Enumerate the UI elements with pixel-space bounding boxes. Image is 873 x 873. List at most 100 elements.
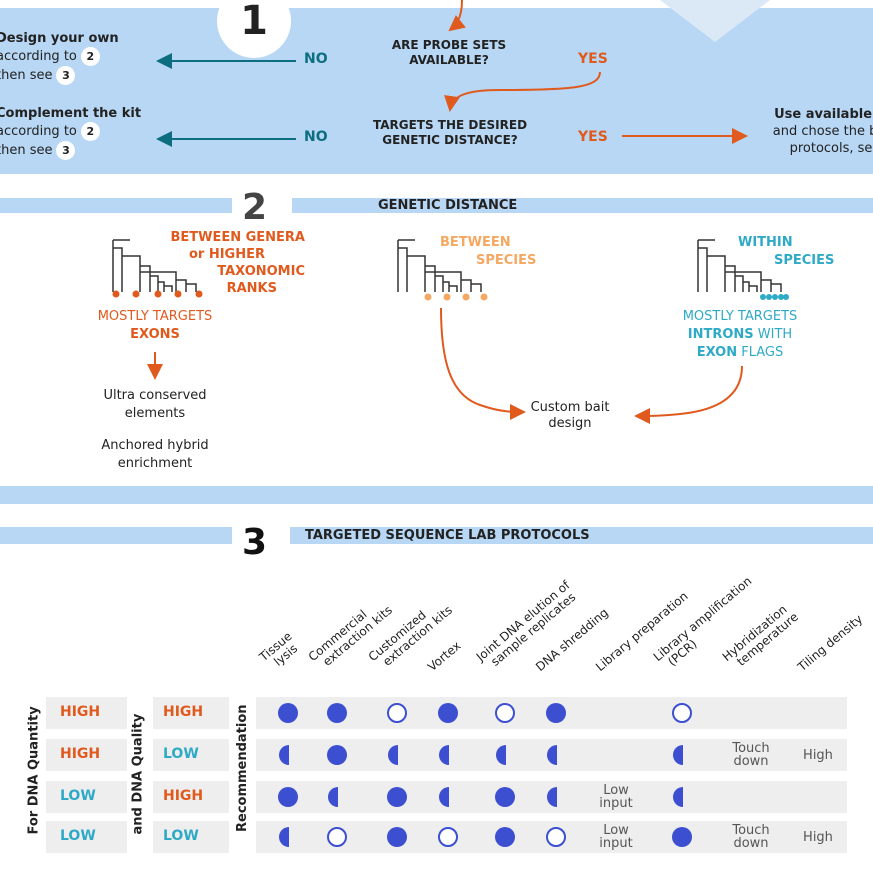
right-line3: protocols, see: [789, 141, 873, 156]
left1-ref3-badge: 3: [56, 66, 76, 85]
within-line1: WITHIN: [738, 235, 793, 250]
arrow-yes-to-q2: [444, 71, 601, 112]
tree-within-icon: [697, 239, 782, 292]
half-dot: [328, 787, 338, 807]
introns-line3: EXON FLAGS: [660, 344, 820, 362]
arrow-species-to-custom: [440, 307, 526, 420]
arrow-within-to-custom: [634, 365, 743, 424]
full-dot: [278, 787, 298, 807]
ahe-label: Anchored hybrid enrichment: [80, 437, 230, 473]
half-dot: [547, 745, 557, 765]
half-dot: [388, 745, 398, 765]
full-dot: [387, 827, 407, 847]
genera-label: BETWEEN GENERA or HIGHER TAXONOMIC RANKS: [155, 229, 305, 297]
empty-dot: [495, 703, 515, 723]
question1: ARE PROBE SETS AVAILABLE?: [391, 38, 507, 67]
full-dot: [546, 703, 566, 723]
within-label: WITHIN SPECIES: [738, 234, 848, 270]
section2-band-right: [292, 198, 873, 213]
tree-species-icon: [397, 239, 482, 292]
dna-quantity-level: LOW: [60, 828, 96, 844]
section3-band-left: [0, 527, 232, 544]
tree-genera-icon: [112, 239, 197, 292]
exons-label: MOSTLY TARGETS EXONS: [80, 308, 230, 344]
empty-dot: [438, 827, 458, 847]
quantity-cell-bg: [46, 781, 127, 813]
quality-cell-bg: [153, 739, 229, 771]
introns-line1: MOSTLY TARGETS: [682, 309, 798, 324]
dna-quality-level: LOW: [163, 746, 199, 762]
left1-title: Design your own: [0, 31, 119, 46]
recommendation-text: Touch down: [721, 742, 781, 768]
quality-cell-bg: [153, 781, 229, 813]
recommendation-dots: [278, 703, 692, 847]
section3-number: 3: [242, 522, 268, 563]
tree-within-dots: [760, 294, 789, 300]
half-dot: [439, 745, 449, 765]
recommendation-text-line: down: [733, 836, 769, 851]
recommendation-text: High: [803, 830, 833, 845]
half-dot: [673, 745, 683, 765]
recommendation-text-line: Low: [603, 783, 629, 798]
right-line2: and chose the best: [772, 124, 873, 139]
top-arrow-shape: [660, 0, 770, 42]
full-dot: [495, 827, 515, 847]
introns-line2-bold: INTRONS: [687, 327, 754, 342]
section3-title: TARGETED SEQUENCE LAB PROTOCOLS: [305, 528, 590, 543]
full-dot: [327, 745, 347, 765]
empty-dot: [546, 827, 566, 847]
left2-ref2-badge: 2: [80, 122, 100, 141]
left2-line2-text: according to: [0, 124, 77, 139]
left2-title: Complement the kit: [0, 106, 142, 121]
empty-dot: [327, 827, 347, 847]
full-dot: [327, 703, 347, 723]
right-block: Use available kit and chose the best pro…: [760, 106, 873, 157]
section3-band-right: [290, 527, 873, 544]
quantity-cell-bg: [46, 697, 127, 729]
full-dot: [438, 703, 458, 723]
section2-number: 2: [242, 187, 268, 228]
recommendation-text: Low input: [586, 784, 646, 810]
left2-line2: according to 2: [0, 122, 156, 141]
recommendation-text: Touch down: [721, 824, 781, 850]
tree-genera-dots: [112, 290, 203, 298]
half-dot: [279, 827, 289, 847]
genera-line3: TAXONOMIC: [217, 264, 305, 279]
introns-line3-rest: FLAGS: [737, 345, 784, 360]
exons-line1: MOSTLY TARGETS: [97, 309, 213, 324]
quality-cell-bg: [153, 821, 229, 853]
dna-quality-level: LOW: [163, 828, 199, 844]
species-line2: SPECIES: [476, 253, 537, 268]
dna-quantity-level: LOW: [60, 788, 96, 804]
quality-cell-bg: [153, 697, 229, 729]
yes-label-1: YES: [578, 51, 608, 67]
uce-label: Ultra conserved elements: [80, 387, 230, 423]
quantity-cell-bg: [46, 739, 127, 771]
full-dot: [387, 787, 407, 807]
genera-line4: RANKS: [226, 281, 277, 296]
arrow-top: [448, 0, 466, 32]
full-dot: [672, 827, 692, 847]
empty-dot: [387, 703, 407, 723]
section1-number: 1: [217, 0, 291, 58]
left2-line3-text: then see: [0, 143, 53, 158]
no-label-2: NO: [304, 129, 328, 145]
recommendation-text-line: down: [733, 754, 769, 769]
half-dot: [279, 745, 289, 765]
half-dot: [547, 787, 557, 807]
recommendation-text: Low input: [586, 824, 646, 850]
left2-block: Complement the kit according to 2 then se…: [0, 105, 156, 160]
left2-ref3-badge: 3: [56, 141, 76, 160]
half-dot: [496, 745, 506, 765]
quantity-cell-bg: [46, 821, 127, 853]
recommendation-text-line: Touch: [732, 741, 770, 756]
yes-label-2: YES: [578, 129, 608, 145]
left1-line3: then see 3: [0, 66, 136, 85]
left1-block: Design your own according to 2 then see 3: [0, 30, 136, 85]
recommendation-text-line: input: [599, 796, 633, 811]
left1-line3-text: then see: [0, 68, 53, 83]
question2: TARGETS THE DESIRED GENETIC DISTANCE?: [372, 118, 528, 147]
section2-title: GENETIC DISTANCE: [378, 198, 518, 213]
left2-line3: then see 3: [0, 141, 156, 160]
